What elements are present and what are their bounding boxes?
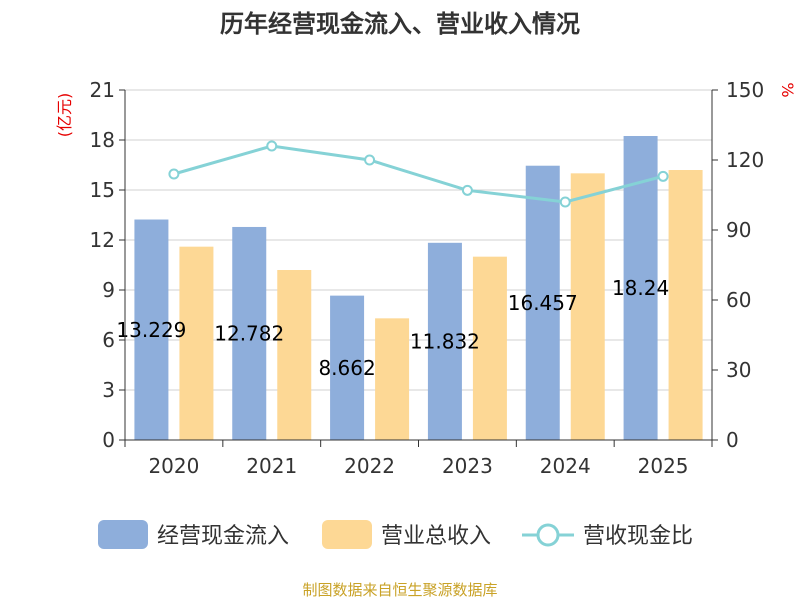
revenue-bar xyxy=(277,270,312,440)
data-label: 12.782 xyxy=(214,321,284,345)
bars xyxy=(134,136,703,441)
right-tick-label: 60 xyxy=(726,288,751,312)
right-axis-unit: % xyxy=(778,82,797,97)
data-label: 8.662 xyxy=(318,356,375,380)
x-tick-label: 2024 xyxy=(540,454,591,478)
revenue-bar xyxy=(179,246,214,440)
legend-label-ratio: 营收现金比 xyxy=(583,524,693,549)
legend-swatch-revenue xyxy=(322,520,372,549)
axes: 0 3 6 9 12 15 18 21 0 30 60 90 120 150 2020 2021 2022 202… xyxy=(90,78,765,478)
right-tick-label: 120 xyxy=(726,148,764,172)
source-note: 制图数据来自恒生聚源数据库 xyxy=(302,581,497,599)
data-label: 18.24 xyxy=(612,276,669,300)
cash-inflow-bar xyxy=(427,242,462,440)
legend-label-cash-inflow: 经营现金流入 xyxy=(157,524,289,549)
ratio-point xyxy=(266,140,278,152)
legend-label-revenue: 营业总收入 xyxy=(381,524,491,549)
revenue-bar xyxy=(472,256,507,440)
x-tick-label: 2025 xyxy=(638,454,689,478)
chart-title: 历年经营现金流入、营业收入情况 xyxy=(220,10,580,38)
data-label: 16.457 xyxy=(508,291,578,315)
cash-inflow-bar xyxy=(134,219,169,440)
ratio-line-path xyxy=(173,144,664,204)
right-tick-label: 150 xyxy=(726,78,764,102)
revenue-bar xyxy=(375,318,410,440)
ratio-point xyxy=(657,170,669,182)
left-tick-label: 3 xyxy=(102,378,115,402)
cash-inflow-bar xyxy=(232,226,267,440)
left-tick-label: 6 xyxy=(102,328,115,352)
legend-swatch-cash-inflow xyxy=(98,520,148,549)
data-label: 11.832 xyxy=(410,329,480,353)
cash-inflow-bar xyxy=(330,295,365,440)
left-tick-label: 21 xyxy=(90,78,115,102)
x-tick-label: 2020 xyxy=(148,454,199,478)
ratio-point xyxy=(559,196,571,208)
legend: 经营现金流入 营业总收入 营收现金比 xyxy=(98,520,693,549)
ratio-line xyxy=(168,140,669,208)
grid xyxy=(125,89,712,441)
ratio-point xyxy=(461,184,473,196)
x-tick-label: 2021 xyxy=(246,454,297,478)
x-tick-label: 2023 xyxy=(442,454,493,478)
left-axis-unit: (亿元) xyxy=(55,93,74,138)
data-labels: 13.229 12.782 8.662 11.832 16.457 18.24 xyxy=(116,276,669,380)
right-tick-label: 0 xyxy=(726,428,739,452)
cash-inflow-bar xyxy=(525,165,560,440)
data-label: 13.229 xyxy=(116,318,186,342)
left-tick-label: 15 xyxy=(90,178,115,202)
revenue-bar xyxy=(668,170,703,440)
left-tick-label: 9 xyxy=(102,278,115,302)
right-tick-label: 90 xyxy=(726,218,751,242)
right-tick-label: 30 xyxy=(726,358,751,382)
x-tick-label: 2022 xyxy=(344,454,395,478)
left-tick-label: 18 xyxy=(90,128,115,152)
ratio-point xyxy=(364,154,376,166)
ratio-point xyxy=(168,168,180,180)
left-tick-label: 12 xyxy=(90,228,115,252)
revenue-bar xyxy=(570,173,605,441)
legend-swatch-ratio-marker xyxy=(536,523,560,547)
left-tick-label: 0 xyxy=(102,428,115,452)
